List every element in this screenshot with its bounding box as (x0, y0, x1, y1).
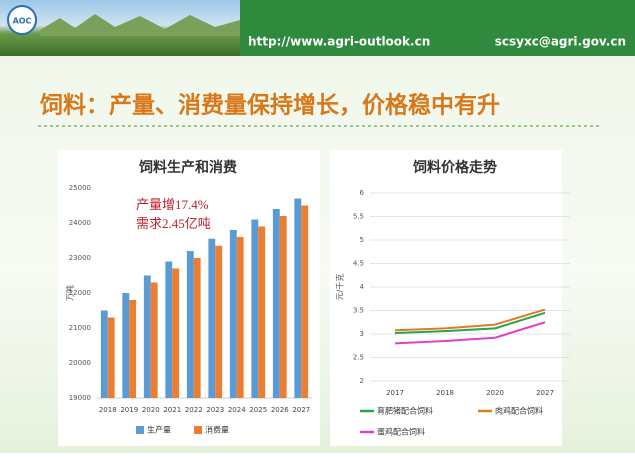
x-tick-label: 2025 (249, 406, 267, 414)
y-axis-label: 万吨 (65, 285, 75, 301)
y-tick-label: 24000 (69, 219, 91, 227)
x-tick-label: 2026 (271, 406, 289, 414)
y-tick-label: 5.5 (353, 213, 364, 221)
y-axis-label: 元/千克 (335, 274, 345, 301)
x-tick-label: 2020 (486, 389, 504, 397)
line (394, 321, 546, 345)
y-tick-label: 2.5 (353, 354, 364, 362)
annotation: 需求2.45亿吨 (136, 216, 211, 231)
x-tick-label: 2021 (163, 406, 181, 414)
chart-title: 饲料价格走势 (412, 159, 497, 176)
y-tick-label: 23000 (69, 254, 91, 262)
y-tick-label: 2 (360, 377, 364, 385)
annotation: 产量增17.4% (136, 197, 209, 212)
line (394, 311, 546, 335)
bar (100, 310, 108, 398)
x-tick-label: 2027 (292, 406, 310, 414)
x-tick-label: 2017 (386, 389, 404, 397)
y-tick-label: 25000 (69, 184, 91, 192)
y-tick-label: 19000 (69, 394, 91, 402)
line (394, 308, 546, 332)
bar (258, 226, 266, 398)
hills (40, 14, 240, 36)
bar (165, 261, 173, 398)
bar (279, 216, 287, 398)
legend-swatch (136, 426, 144, 434)
bar (129, 300, 137, 398)
x-tick-label: 2018 (436, 389, 454, 397)
x-tick-label: 2027 (536, 389, 554, 397)
chart-title: 饲料生产和消费 (138, 159, 237, 176)
bar (107, 317, 115, 398)
bar (236, 237, 244, 398)
x-tick-label: 2020 (142, 406, 160, 414)
x-tick-label: 2018 (99, 406, 117, 414)
x-tick-label: 2019 (120, 406, 138, 414)
logo-text: AOC (13, 17, 32, 26)
legend-label: 育肥猪配合饲料 (377, 406, 433, 416)
y-tick-label: 4.5 (353, 260, 364, 268)
y-tick-label: 21000 (69, 324, 91, 332)
bar (150, 282, 158, 398)
bar (294, 198, 302, 398)
x-tick-label: 2022 (185, 406, 203, 414)
bar (251, 219, 259, 398)
y-tick-label: 6 (360, 189, 365, 197)
x-tick-label: 2024 (228, 406, 246, 414)
logo (7, 5, 37, 35)
y-tick-label: 20000 (69, 359, 91, 367)
bar (186, 251, 194, 398)
legend-label: 生产量 (147, 425, 171, 435)
y-tick-label: 3.5 (353, 307, 364, 315)
y-tick-label: 22000 (69, 289, 91, 297)
bar (215, 245, 223, 398)
header-email: scsyxc@agri.gov.cn (495, 35, 626, 49)
legend-label: 蛋鸡配合饲料 (377, 427, 425, 437)
legend-label: 消费量 (205, 425, 229, 435)
y-tick-label: 4 (360, 283, 365, 291)
bar (172, 268, 180, 398)
bar (143, 275, 151, 398)
bar (208, 238, 216, 398)
slide-title: 饲料：产量、消费量保持增长，价格稳中有升 (39, 92, 500, 119)
legend-label: 肉鸡配合饲料 (495, 406, 543, 416)
chart-panel (330, 150, 562, 446)
bar (272, 209, 280, 398)
bar (301, 205, 309, 398)
bar (193, 258, 201, 398)
legend-swatch (194, 426, 202, 434)
bar (122, 293, 130, 398)
y-tick-label: 3 (360, 330, 364, 338)
x-tick-label: 2023 (206, 406, 224, 414)
bar (229, 230, 237, 398)
header-url: http://www.agri-outlook.cn (248, 35, 430, 49)
y-tick-label: 5 (360, 236, 364, 244)
